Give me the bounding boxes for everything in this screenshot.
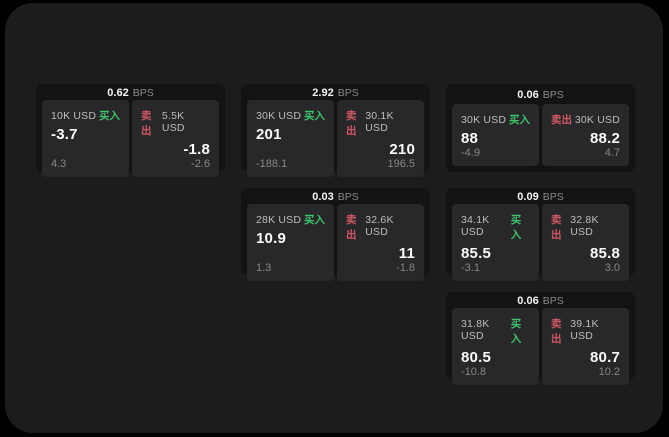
sell-price: 85.8: [590, 245, 620, 262]
buy-tag: 买入: [509, 114, 530, 126]
sell-amount-label: 5.5K USD: [161, 110, 185, 134]
app-background: 0.62 BPS 10K USD 买入 -3.7 4.3 卖出 5.5K USD: [5, 3, 663, 433]
buy-amount-label: 31.8K USD: [461, 318, 490, 342]
buy-panel[interactable]: 10K USD 买入 -3.7 4.3: [42, 100, 129, 177]
sell-amount-label: 39.1K USD: [570, 318, 599, 342]
sell-panel[interactable]: 卖出 5.5K USD -1.8 -2.6: [132, 100, 219, 177]
sell-panel[interactable]: 卖出 32.6K USD 11 -1.8: [337, 204, 424, 281]
bps-unit-label: BPS: [132, 87, 154, 99]
sell-change: 196.5: [387, 158, 415, 170]
quote-panels: 30K USD 买入 201 -188.1 卖出 30.1K USD 210 1…: [247, 100, 424, 177]
bps-unit-label: BPS: [542, 295, 564, 307]
buy-amount-label: 34.1K USD: [461, 214, 490, 238]
sell-change: 10.2: [598, 366, 620, 378]
sell-tag: 卖出: [551, 114, 572, 126]
buy-amount-label: 30K USD: [256, 110, 302, 122]
buy-amount-label: 30K USD: [461, 114, 507, 126]
sell-change: -1.8: [396, 262, 415, 274]
sell-price: 210: [389, 141, 415, 158]
quote-panels: 31.8K USD 买入 80.5 -10.8 卖出 39.1K USD 80.…: [452, 308, 629, 385]
buy-price: 201: [256, 126, 282, 143]
sell-panel[interactable]: 卖出 30.1K USD 210 196.5: [337, 100, 424, 177]
buy-change: -4.9: [461, 147, 480, 159]
sell-amount-label: 32.6K USD: [365, 214, 394, 238]
bps-unit-label: BPS: [542, 89, 564, 101]
sell-price: 11: [398, 245, 415, 262]
sell-tag: 卖出: [346, 214, 357, 241]
sell-tag: 卖出: [551, 318, 562, 345]
quote-panels: 34.1K USD 买入 85.5 -3.1 卖出 32.8K USD 85.8…: [452, 204, 629, 281]
buy-amount-label: 28K USD: [256, 214, 302, 226]
sell-panel[interactable]: 卖出 32.8K USD 85.8 3.0: [542, 204, 629, 281]
buy-price: 85.5: [461, 245, 491, 262]
sell-change: 4.7: [604, 147, 620, 159]
buy-tag: 买入: [510, 318, 522, 345]
buy-price: 10.9: [256, 230, 286, 247]
quote-panels: 10K USD 买入 -3.7 4.3 卖出 5.5K USD -1.8 -2.…: [42, 100, 219, 177]
sell-price: 88.2: [590, 130, 620, 147]
buy-price: 80.5: [461, 349, 491, 366]
buy-panel[interactable]: 31.8K USD 买入 80.5 -10.8: [452, 308, 539, 385]
bps-value: 0.06: [517, 295, 539, 307]
bps-value: 0.03: [312, 191, 334, 203]
buy-amount-label: 10K USD: [51, 110, 97, 122]
sell-amount-label: 30.1K USD: [365, 110, 394, 134]
bps-value: 0.09: [517, 191, 539, 203]
buy-panel[interactable]: 30K USD 买入 88 -4.9: [452, 104, 539, 166]
sell-price: 80.7: [590, 349, 620, 366]
buy-panel[interactable]: 30K USD 买入 201 -188.1: [247, 100, 334, 177]
sell-price: -1.8: [183, 141, 210, 158]
sell-panel[interactable]: 卖出 39.1K USD 80.7 10.2: [542, 308, 629, 385]
buy-price: -3.7: [51, 126, 78, 143]
buy-change: -10.8: [461, 366, 487, 378]
buy-tag: 买入: [99, 110, 120, 122]
spread-card-5: 0.09 BPS 34.1K USD 买入 85.5 -3.1 卖出 32.8K…: [446, 188, 635, 281]
quote-panels: 28K USD 买入 10.9 1.3 卖出 32.6K USD 11 -1.8: [247, 204, 424, 281]
buy-tag: 买入: [304, 214, 325, 226]
bps-unit-label: BPS: [542, 191, 564, 203]
sell-tag: 卖出: [346, 110, 357, 137]
spread-card-2: 2.92 BPS 30K USD 买入 201 -188.1 卖出 30.1K …: [241, 84, 430, 177]
bps-unit-label: BPS: [337, 87, 359, 99]
sell-change: -2.6: [191, 158, 210, 170]
sell-amount-label: 30K USD: [574, 114, 620, 126]
bps-value: 2.92: [312, 87, 334, 99]
bps-header: 0.06 BPS: [446, 84, 635, 103]
spread-card-6: 0.06 BPS 31.8K USD 买入 80.5 -10.8 卖出 39.1…: [446, 292, 635, 385]
spread-card-3: 0.06 BPS 30K USD 买入 88 -4.9 卖出 30K USD: [446, 84, 635, 172]
quote-card-grid: 0.62 BPS 10K USD 买入 -3.7 4.3 卖出 5.5K USD: [36, 84, 635, 385]
sell-panel[interactable]: 卖出 30K USD 88.2 4.7: [542, 104, 629, 166]
bps-header: 0.09 BPS: [446, 188, 635, 203]
sell-tag: 卖出: [551, 214, 562, 241]
buy-change: 4.3: [51, 158, 67, 170]
sell-tag: 卖出: [141, 110, 152, 137]
spread-card-1: 0.62 BPS 10K USD 买入 -3.7 4.3 卖出 5.5K USD: [36, 84, 225, 177]
buy-change: -188.1: [256, 158, 288, 170]
bps-header: 0.62 BPS: [36, 84, 225, 99]
buy-change: -3.1: [461, 262, 480, 274]
bps-header: 0.06 BPS: [446, 292, 635, 307]
buy-tag: 买入: [304, 110, 325, 122]
buy-panel[interactable]: 34.1K USD 买入 85.5 -3.1: [452, 204, 539, 281]
buy-panel[interactable]: 28K USD 买入 10.9 1.3: [247, 204, 334, 281]
buy-price: 88: [461, 130, 479, 147]
bps-value: 0.06: [517, 89, 539, 101]
bps-unit-label: BPS: [337, 191, 359, 203]
bps-header: 2.92 BPS: [241, 84, 430, 99]
bps-header: 0.03 BPS: [241, 188, 430, 203]
spread-card-4: 0.03 BPS 28K USD 买入 10.9 1.3 卖出 32.6K US…: [241, 188, 430, 281]
buy-tag: 买入: [510, 214, 522, 241]
sell-amount-label: 32.8K USD: [570, 214, 599, 238]
sell-change: 3.0: [604, 262, 620, 274]
bps-value: 0.62: [107, 87, 129, 99]
quote-panels: 30K USD 买入 88 -4.9 卖出 30K USD 88.2 4.7: [452, 104, 629, 166]
buy-change: 1.3: [256, 262, 272, 274]
